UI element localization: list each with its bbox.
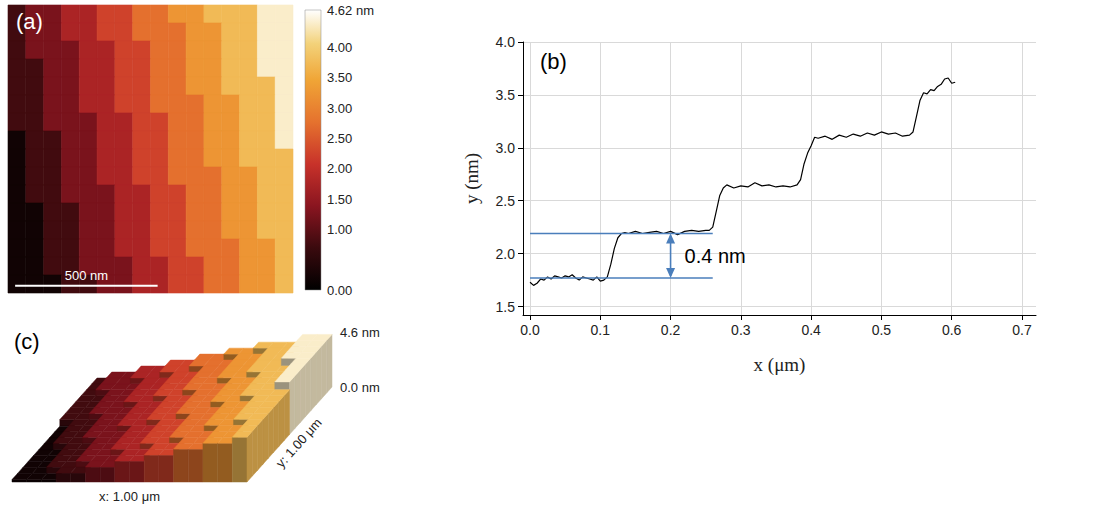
svg-text:0.1: 0.1 — [591, 322, 611, 338]
svg-text:3.5: 3.5 — [496, 87, 516, 103]
svg-text:3.0: 3.0 — [496, 140, 516, 156]
svg-text:1.00: 1.00 — [327, 222, 352, 237]
svg-text:1.50: 1.50 — [327, 192, 352, 207]
svg-text:0.4 nm: 0.4 nm — [685, 245, 746, 267]
svg-text:4.00: 4.00 — [327, 40, 352, 55]
svg-text:2.5: 2.5 — [496, 193, 516, 209]
svg-text:(b): (b) — [540, 49, 567, 74]
svg-text:0.6: 0.6 — [942, 322, 962, 338]
svg-text:0.4: 0.4 — [801, 322, 821, 338]
svg-text:2.50: 2.50 — [327, 131, 352, 146]
svg-text:0.5: 0.5 — [872, 322, 892, 338]
svg-text:1.5: 1.5 — [496, 299, 516, 315]
svg-text:2.0: 2.0 — [496, 246, 516, 262]
svg-text:x (μm): x (μm) — [754, 354, 806, 376]
svg-text:4.0: 4.0 — [496, 34, 516, 50]
svg-text:(a): (a) — [16, 9, 43, 34]
svg-text:4.62 nm: 4.62 nm — [327, 3, 374, 18]
svg-text:0.2: 0.2 — [661, 322, 681, 338]
svg-text:0.0 nm: 0.0 nm — [340, 380, 380, 395]
svg-text:0.3: 0.3 — [731, 322, 751, 338]
svg-text:y: 1.00 μm: y: 1.00 μm — [273, 415, 325, 470]
svg-text:(c): (c) — [14, 329, 40, 354]
svg-text:500 nm: 500 nm — [65, 268, 108, 283]
svg-text:x: 1.00 μm: x: 1.00 μm — [99, 489, 160, 504]
svg-text:2.00: 2.00 — [327, 161, 352, 176]
svg-text:4.6 nm: 4.6 nm — [340, 325, 380, 340]
svg-text:3.50: 3.50 — [327, 70, 352, 85]
svg-text:y (nm): y (nm) — [461, 153, 483, 204]
svg-text:0.00: 0.00 — [327, 283, 352, 298]
svg-text:0.7: 0.7 — [1012, 322, 1032, 338]
svg-text:3.00: 3.00 — [327, 101, 352, 116]
svg-text:0.0: 0.0 — [520, 322, 540, 338]
